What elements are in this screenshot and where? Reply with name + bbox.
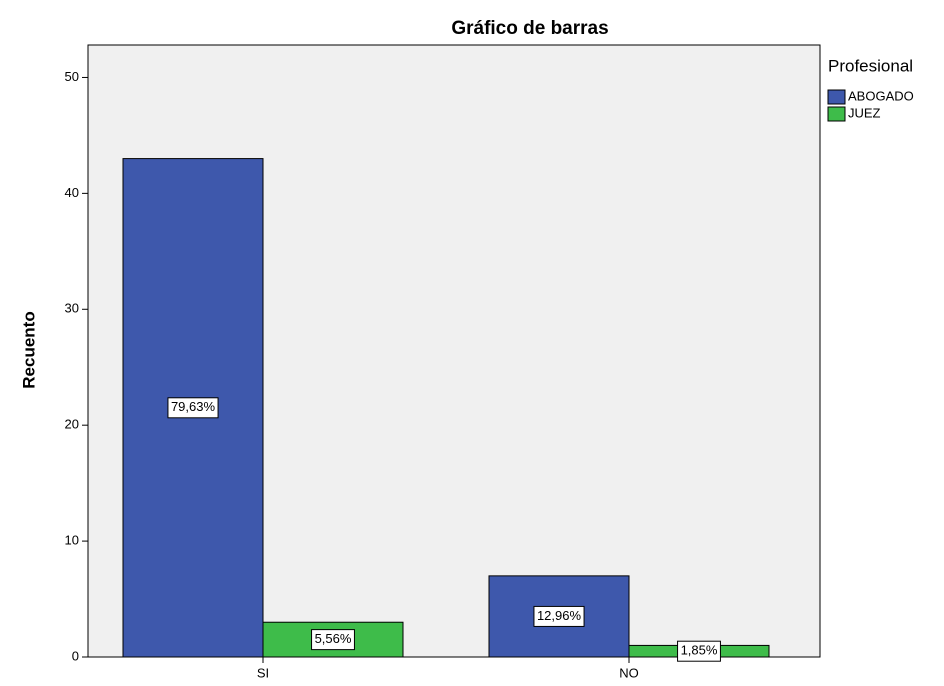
chart-title: Gráfico de barras	[451, 18, 608, 39]
legend-label: ABOGADO	[848, 88, 914, 103]
value-label: 1,85%	[681, 643, 718, 658]
y-tick-label: 40	[65, 185, 79, 200]
y-tick-label: 30	[65, 301, 79, 316]
value-label-box	[167, 397, 219, 419]
legend-title: Profesional	[828, 56, 913, 75]
y-axis-label: Recuento	[19, 311, 38, 388]
value-label-box	[311, 629, 355, 651]
value-label-box	[677, 640, 721, 662]
x-tick-label: NO	[619, 665, 639, 680]
value-label: 5,56%	[315, 631, 352, 646]
x-tick-label: SI	[257, 665, 269, 680]
y-tick-label: 20	[65, 417, 79, 432]
legend-swatch	[827, 89, 846, 105]
y-tick-label: 0	[72, 648, 79, 663]
value-label: 79,63%	[171, 399, 216, 414]
value-label: 12,96%	[537, 608, 582, 623]
y-tick-label: 10	[65, 533, 79, 548]
value-label-box	[533, 605, 585, 627]
legend-label: JUEZ	[848, 105, 881, 120]
y-tick-label: 50	[65, 69, 79, 84]
legend-swatch	[827, 106, 846, 122]
